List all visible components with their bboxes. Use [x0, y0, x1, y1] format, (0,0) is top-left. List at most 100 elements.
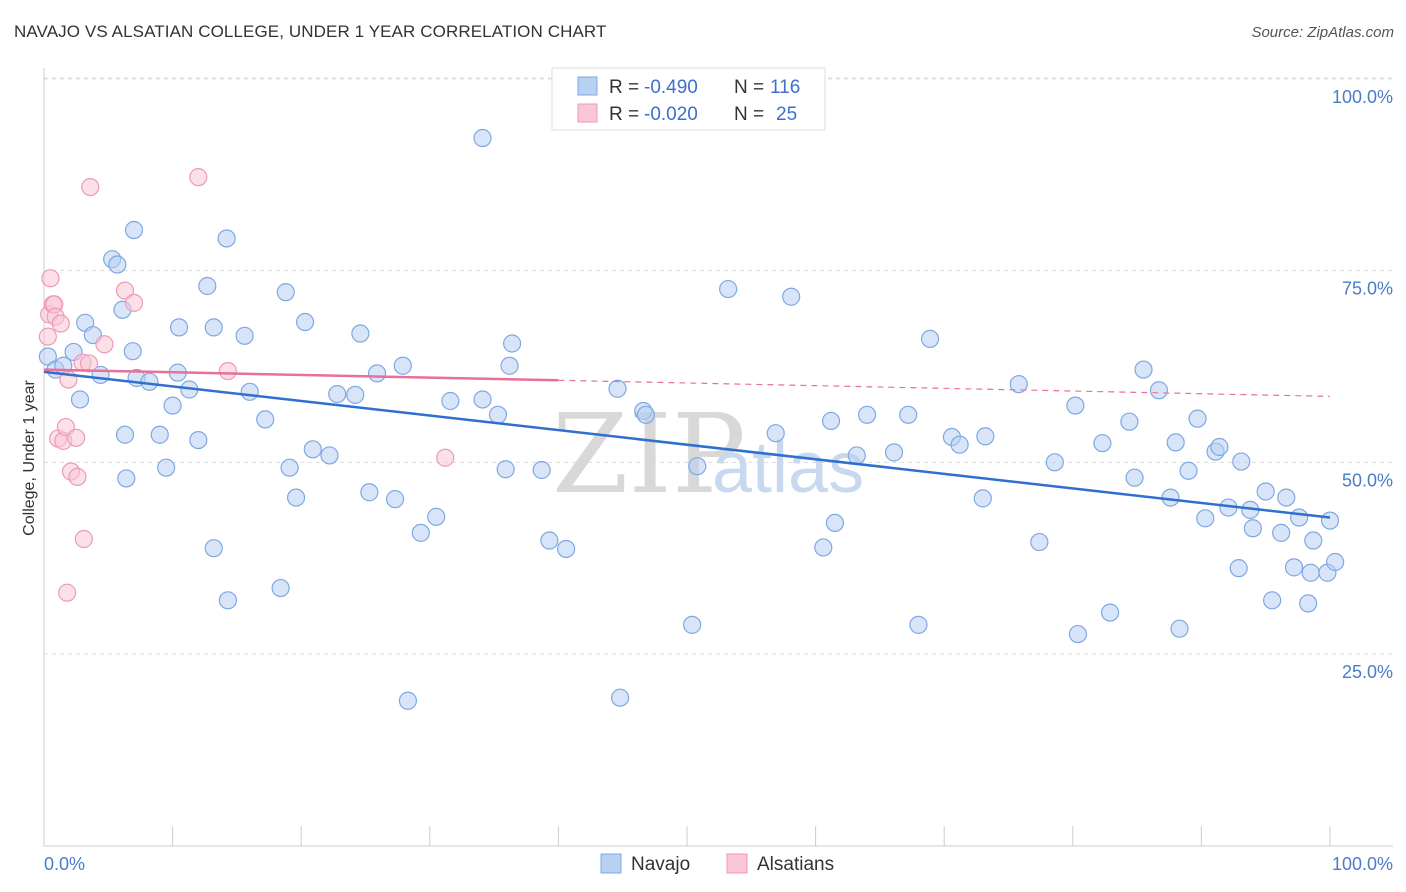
navajo-point-29: [235, 326, 254, 345]
y-tick-labels: 25.0% 50.0% 75.0% 100.0%: [1332, 87, 1393, 682]
navajo-point-31: [256, 410, 275, 429]
navajo-point-73: [884, 443, 904, 462]
navajo-point-26: [217, 229, 236, 248]
navajo-point-97: [1196, 509, 1215, 528]
navajo-point-12: [123, 342, 142, 361]
navajo-point-79: [973, 489, 992, 508]
legend-swatch-alsatians: [577, 103, 598, 123]
navajo-point-74: [899, 405, 918, 424]
navajo-point-32: [271, 578, 290, 598]
navajo-point-111: [1299, 594, 1318, 613]
bottom-legend-alsatians: Alsatians: [757, 854, 834, 875]
legend-swatch-navajo: [577, 76, 598, 96]
navajo-point-34: [280, 458, 299, 477]
navajo-point-90: [1134, 360, 1153, 379]
navajo-point-25: [204, 318, 223, 337]
legend-r-value-navajo: -0.490: [644, 77, 698, 98]
navajo-point-37: [303, 440, 322, 459]
navajo-point-54: [500, 356, 519, 375]
alsatians-point-23: [218, 362, 237, 381]
navajo-point-80: [976, 427, 995, 446]
navajo-point-104: [1243, 519, 1262, 538]
alsatians-point-17: [79, 354, 99, 373]
alsatians-point-14: [68, 467, 87, 486]
alsatians-point-19: [95, 335, 114, 354]
navajo-point-55: [503, 334, 522, 353]
navajo-point-78: [950, 435, 969, 454]
navajo-point-51: [473, 128, 492, 148]
legend-n-label-navajo: N =: [734, 77, 764, 98]
navajo-point-69: [821, 411, 841, 431]
legend-r-label-alsatians: R =: [609, 104, 639, 125]
navajo-point-82: [1030, 532, 1049, 552]
alsatians-point-13: [67, 428, 86, 447]
navajo-point-10: [108, 255, 127, 274]
navajo-point-47: [411, 523, 430, 542]
navajo-point-71: [847, 446, 866, 465]
navajo-point-38: [320, 446, 339, 465]
navajo-point-63: [683, 615, 702, 634]
navajo-point-48: [427, 507, 446, 526]
navajo-point-62: [636, 405, 655, 424]
navajo-point-17: [150, 425, 169, 444]
navajo-point-64: [688, 457, 707, 476]
navajo-point-102: [1232, 452, 1251, 471]
navajo-point-49: [441, 391, 460, 411]
legend-n-label-alsatians: N =: [734, 104, 764, 125]
y-tick-label-1: 50.0%: [1342, 470, 1393, 490]
legend-n-value-navajo: 116: [770, 77, 800, 98]
legend-r-value-alsatians: -0.020: [644, 104, 698, 125]
navajo-point-81: [1009, 375, 1028, 394]
navajo-point-46: [398, 691, 418, 710]
navajo-point-85: [1068, 624, 1088, 644]
navajo-point-88: [1120, 412, 1139, 431]
navajo-point-57: [540, 531, 559, 550]
grid-layer: [44, 77, 1393, 655]
bottom-legend-navajo: Navajo: [631, 854, 690, 875]
alsatians-point-2: [41, 269, 60, 288]
navajo-point-70: [825, 513, 844, 533]
trend-layer: [43, 368, 1331, 519]
legend-r-label-navajo: R =: [609, 77, 639, 98]
bottom-legend: Navajo Alsatians: [600, 853, 834, 875]
navajo-point-11: [124, 220, 144, 240]
bottom-legend-swatch-alsatians: [726, 853, 748, 874]
navajo-point-105: [1256, 482, 1275, 501]
navajo-point-39: [328, 385, 347, 404]
navajo-point-53: [496, 460, 515, 479]
navajo-point-18: [157, 458, 176, 477]
navajo-point-33: [276, 283, 295, 302]
navajo-point-35: [286, 488, 306, 507]
navajo-point-113: [1304, 531, 1323, 550]
navajo-point-50: [473, 390, 492, 409]
y-axis-label: College, Under 1 year: [21, 380, 38, 536]
legend-box: R = -0.490 N = 116 R = -0.020 N = 25: [551, 67, 826, 131]
navajo-point-84: [1066, 396, 1085, 415]
navajo-point-16: [140, 372, 159, 391]
navajo-point-28: [218, 591, 237, 610]
navajo-point-52: [488, 405, 508, 424]
navajo-point-96: [1188, 409, 1207, 428]
navajo-point-110: [1290, 508, 1309, 527]
alsatians-point-20: [115, 281, 135, 300]
navajo-point-109: [1284, 558, 1304, 577]
y-tick-label-2: 75.0%: [1342, 279, 1393, 299]
navajo-point-72: [857, 405, 877, 424]
navajo-point-66: [766, 424, 785, 443]
navajo-point-27: [204, 539, 223, 558]
navajo-point-91: [1149, 381, 1169, 400]
bottom-legend-swatch-navajo: [600, 853, 622, 874]
y-tick-label-3: 100.0%: [1332, 87, 1393, 107]
y-tick-label-0: 25.0%: [1342, 662, 1393, 682]
navajo-point-41: [351, 324, 370, 343]
alsatians-point-7: [51, 314, 70, 333]
navajo-point-4: [70, 390, 90, 409]
navajo-point-45: [393, 356, 412, 375]
navajo-point-21: [169, 318, 189, 337]
navajo-point-68: [814, 538, 833, 557]
navajo-point-75: [909, 615, 928, 634]
navajo-point-30: [240, 382, 259, 401]
alsatians-point-24: [436, 448, 455, 467]
alsatians-point-0: [38, 327, 57, 346]
alsatians-point-10: [58, 583, 77, 602]
